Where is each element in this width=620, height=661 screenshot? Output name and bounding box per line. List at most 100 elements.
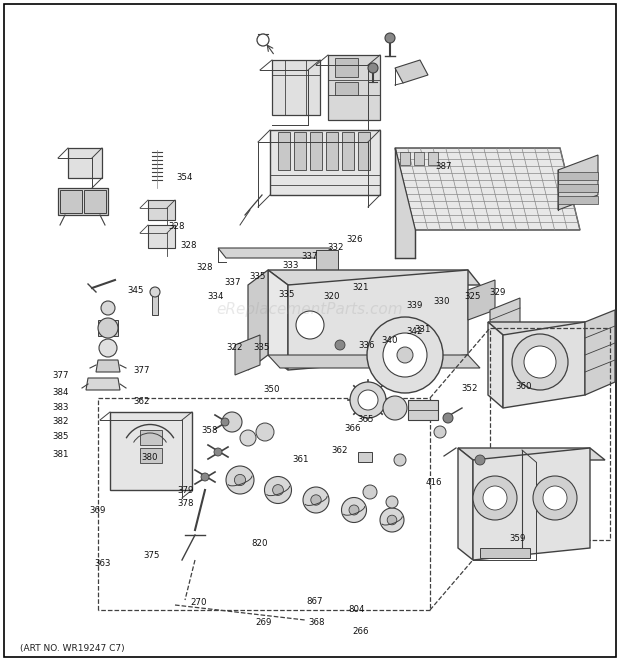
Circle shape (386, 496, 398, 508)
Circle shape (342, 498, 366, 522)
Bar (140, 448, 162, 463)
Bar (358, 452, 372, 462)
Circle shape (349, 505, 359, 515)
Circle shape (443, 413, 453, 423)
Text: 365: 365 (358, 415, 374, 424)
Text: 382: 382 (53, 417, 69, 426)
Text: 269: 269 (255, 618, 272, 627)
Text: 363: 363 (94, 559, 110, 568)
Text: eReplacementParts.com: eReplacementParts.com (216, 302, 404, 317)
Text: 350: 350 (264, 385, 280, 395)
Text: 378: 378 (178, 499, 194, 508)
Text: 379: 379 (178, 486, 194, 495)
Bar (558, 184, 598, 192)
Polygon shape (328, 55, 380, 120)
Bar (335, 82, 358, 95)
Circle shape (367, 317, 443, 393)
Circle shape (394, 454, 406, 466)
Text: 384: 384 (53, 388, 69, 397)
Polygon shape (473, 448, 590, 560)
Text: 321: 321 (353, 283, 369, 292)
Bar (558, 196, 598, 204)
Bar (278, 132, 290, 170)
Polygon shape (458, 448, 605, 460)
Text: 332: 332 (328, 243, 344, 253)
Circle shape (543, 486, 567, 510)
Text: 366: 366 (344, 424, 360, 433)
Polygon shape (268, 270, 480, 285)
Bar (558, 172, 598, 180)
Circle shape (363, 485, 377, 499)
Bar (152, 295, 158, 315)
Circle shape (524, 346, 556, 378)
Circle shape (350, 382, 386, 418)
Text: 266: 266 (353, 627, 369, 636)
Text: 867: 867 (307, 597, 323, 606)
Circle shape (256, 423, 274, 441)
Text: 340: 340 (381, 336, 397, 345)
Polygon shape (272, 60, 320, 115)
Text: 804: 804 (348, 605, 365, 614)
Text: 362: 362 (133, 397, 149, 407)
Circle shape (483, 486, 507, 510)
Circle shape (257, 34, 269, 46)
Text: 335: 335 (254, 342, 270, 352)
Text: 335: 335 (278, 290, 294, 299)
Text: 377: 377 (53, 371, 69, 380)
Circle shape (380, 508, 404, 532)
Bar (480, 548, 530, 558)
Circle shape (397, 347, 413, 363)
Bar (326, 132, 338, 170)
Polygon shape (270, 130, 380, 195)
Polygon shape (268, 270, 288, 370)
Polygon shape (148, 200, 175, 220)
Text: 345: 345 (127, 286, 143, 295)
Text: 337: 337 (224, 278, 241, 288)
Polygon shape (148, 225, 175, 248)
Polygon shape (86, 378, 120, 390)
Text: 362: 362 (332, 446, 348, 455)
Text: (ART NO. WR19247 C7): (ART NO. WR19247 C7) (20, 644, 125, 652)
Bar (414, 152, 424, 165)
Circle shape (214, 448, 222, 456)
Circle shape (533, 476, 577, 520)
Bar (140, 430, 162, 445)
Text: 377: 377 (133, 366, 149, 375)
Bar (60, 190, 82, 213)
Text: 352: 352 (462, 384, 478, 393)
Polygon shape (468, 280, 495, 320)
Text: 331: 331 (415, 325, 431, 334)
Text: 361: 361 (293, 455, 309, 464)
Text: 383: 383 (53, 403, 69, 412)
Circle shape (473, 476, 517, 520)
Text: 270: 270 (190, 598, 206, 607)
Polygon shape (558, 155, 598, 210)
Text: 320: 320 (324, 292, 340, 301)
Polygon shape (218, 248, 338, 258)
Circle shape (434, 426, 446, 438)
Text: 385: 385 (53, 432, 69, 441)
Text: 359: 359 (510, 534, 526, 543)
Text: 387: 387 (435, 162, 451, 171)
Polygon shape (503, 322, 585, 408)
Text: 322: 322 (226, 342, 242, 352)
Text: 339: 339 (406, 301, 422, 310)
Polygon shape (458, 448, 473, 560)
Bar (428, 152, 438, 165)
Bar (316, 250, 338, 272)
Circle shape (99, 339, 117, 357)
Text: 325: 325 (464, 292, 480, 301)
Text: 337: 337 (302, 252, 318, 261)
Text: 334: 334 (208, 292, 224, 301)
Text: 360: 360 (516, 382, 532, 391)
Bar (408, 400, 438, 420)
Text: 335: 335 (249, 272, 265, 281)
Polygon shape (488, 322, 600, 335)
Text: 381: 381 (53, 450, 69, 459)
Circle shape (303, 487, 329, 513)
Bar (310, 132, 322, 170)
Text: 354: 354 (177, 173, 193, 182)
Polygon shape (585, 310, 615, 395)
Circle shape (240, 430, 256, 446)
Circle shape (98, 318, 118, 338)
